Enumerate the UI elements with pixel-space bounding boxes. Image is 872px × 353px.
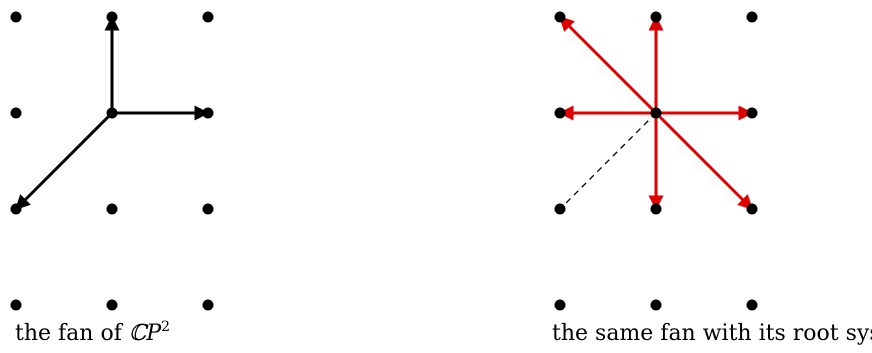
lattice-point bbox=[202, 299, 214, 311]
lattice-point bbox=[746, 11, 758, 23]
root-vectors bbox=[558, 15, 754, 211]
lattice-point bbox=[650, 11, 662, 23]
root-vector-arrow bbox=[654, 111, 754, 211]
lattice-point bbox=[746, 203, 758, 215]
lattice-point bbox=[650, 299, 662, 311]
root-vector-arrow bbox=[558, 15, 658, 115]
lattice-point bbox=[554, 299, 566, 311]
lattice-point bbox=[106, 107, 118, 119]
fan-ray-dashed bbox=[559, 112, 657, 210]
lattice-point bbox=[106, 203, 118, 215]
fan-ray-arrow bbox=[14, 111, 114, 211]
lattice-point bbox=[202, 11, 214, 23]
fan-of-cp2-diagram bbox=[10, 11, 214, 311]
fan-with-root-system-diagram bbox=[554, 11, 758, 311]
lattice-point bbox=[10, 11, 22, 23]
left-caption: the fan of ℂP2 bbox=[15, 319, 170, 346]
lattice-point bbox=[554, 107, 566, 119]
lattice-point bbox=[10, 299, 22, 311]
lattice-point bbox=[746, 107, 758, 119]
lattice-point bbox=[202, 203, 214, 215]
lattice-point bbox=[650, 203, 662, 215]
lattice-point bbox=[554, 11, 566, 23]
lattice-point bbox=[554, 203, 566, 215]
lattice-point bbox=[106, 299, 118, 311]
lattice-points bbox=[10, 11, 214, 311]
lattice-point bbox=[746, 299, 758, 311]
lattice-point bbox=[650, 107, 662, 119]
lattice-points bbox=[554, 11, 758, 311]
fan-rays bbox=[14, 15, 210, 211]
right-caption: the same fan with its root system bbox=[552, 321, 872, 346]
lattice-point bbox=[202, 107, 214, 119]
lattice-point bbox=[106, 11, 118, 23]
lattice-point bbox=[10, 107, 22, 119]
lattice-point bbox=[10, 203, 22, 215]
